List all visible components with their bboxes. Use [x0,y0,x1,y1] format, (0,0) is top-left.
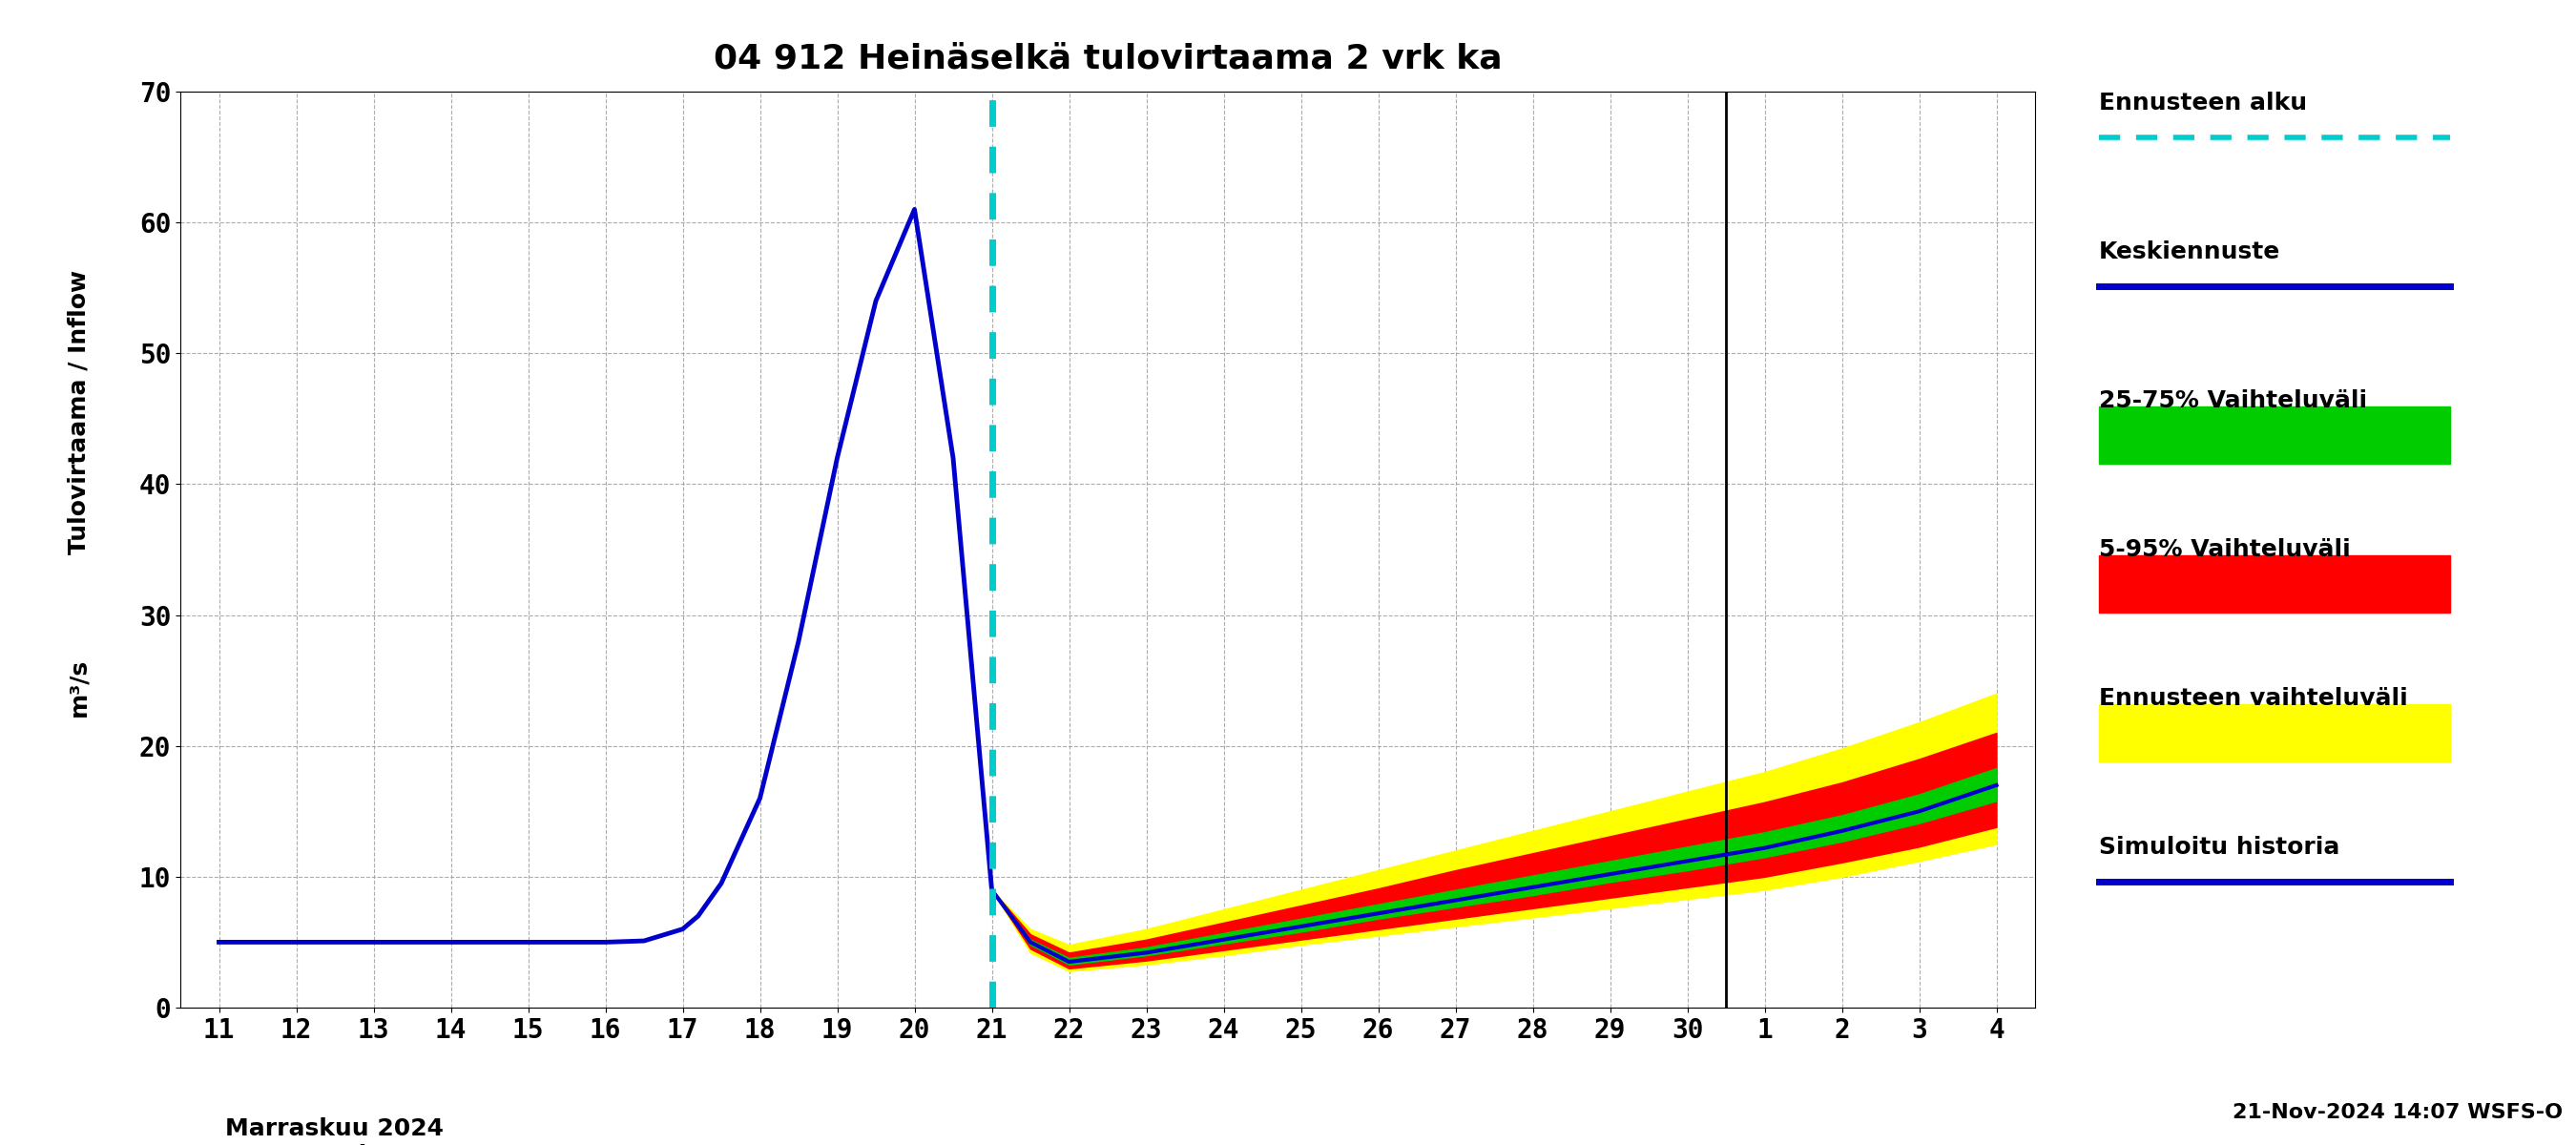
Text: Marraskuu 2024
November: Marraskuu 2024 November [227,1118,443,1145]
Text: Keskiennuste: Keskiennuste [2099,240,2280,263]
Text: 25-75% Vaihteluväli: 25-75% Vaihteluväli [2099,389,2367,412]
Text: Tulovirtaama / Inflow: Tulovirtaama / Inflow [67,270,90,554]
FancyBboxPatch shape [2099,406,2450,464]
Text: 5-95% Vaihteluväli: 5-95% Vaihteluväli [2099,538,2349,561]
Text: 21-Nov-2024 14:07 WSFS-O: 21-Nov-2024 14:07 WSFS-O [2233,1103,2563,1122]
Text: Ennusteen alku: Ennusteen alku [2099,92,2308,114]
Text: Ennusteen vaihteluväli: Ennusteen vaihteluväli [2099,687,2409,710]
FancyBboxPatch shape [2099,704,2450,761]
Title: 04 912 Heinäselkä tulovirtaama 2 vrk ka: 04 912 Heinäselkä tulovirtaama 2 vrk ka [714,42,1502,74]
FancyBboxPatch shape [2099,555,2450,613]
Text: Simuloitu historia: Simuloitu historia [2099,836,2339,859]
Text: m³/s: m³/s [67,658,90,716]
